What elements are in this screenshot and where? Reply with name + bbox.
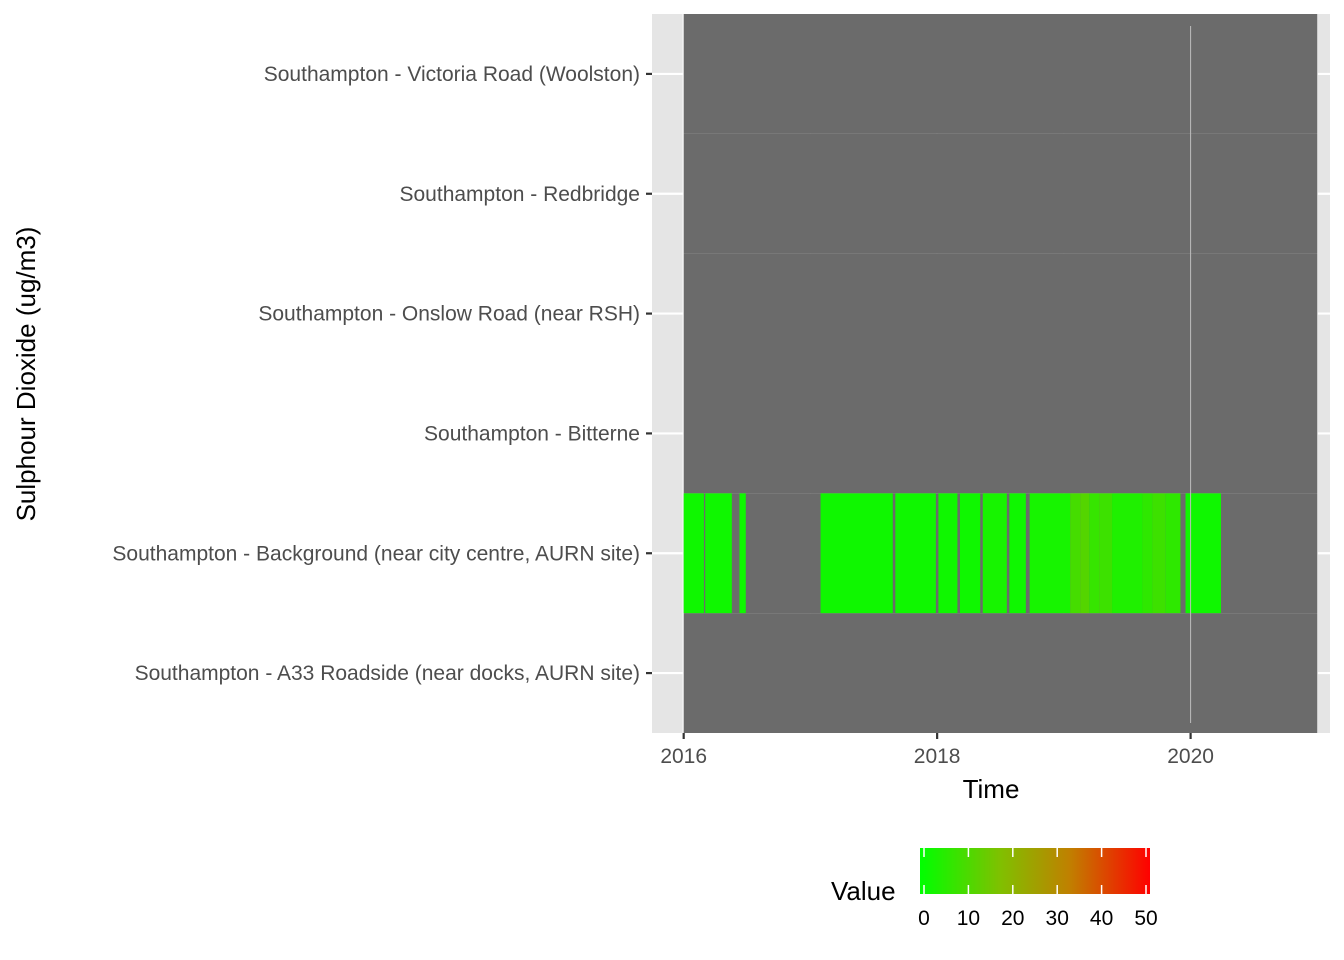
value-tile: [1165, 493, 1181, 614]
value-tile: [739, 493, 746, 614]
value-tile: [683, 493, 704, 614]
legend-tick-label: 20: [1001, 907, 1024, 930]
value-tile: [1112, 493, 1143, 614]
value-tile: [895, 493, 936, 614]
value-tile: [820, 493, 893, 614]
heatmap-tiles: [683, 14, 1318, 733]
y-tick-label: Southampton - A33 Roadside (near docks, …: [135, 662, 640, 685]
value-tile: [938, 493, 958, 614]
legend-tick-label: 40: [1090, 907, 1113, 930]
missing-tile: [683, 14, 1318, 134]
y-tick-label: Southampton - Bitterne: [424, 422, 640, 445]
value-tile: [705, 493, 732, 614]
value-tile: [1009, 493, 1026, 614]
legend-tick-label: 10: [957, 907, 980, 930]
legend-tick-label: 0: [918, 907, 930, 930]
x-tick-label: 2018: [914, 745, 961, 768]
y-tick-label: Southampton - Redbridge: [400, 183, 641, 206]
x-axis: 2016 2018 2020: [660, 733, 1214, 768]
value-tile: [1152, 493, 1166, 614]
missing-tile: [683, 253, 1318, 374]
legend-tick-label: 50: [1134, 907, 1157, 930]
value-tile: [1142, 493, 1153, 614]
y-axis: Southampton - A33 Roadside (near docks, …: [112, 63, 652, 685]
value-tile: [982, 493, 1007, 614]
x-axis-title: Time: [963, 774, 1020, 804]
x-tick-label: 2016: [660, 745, 707, 768]
legend-title: Value: [831, 876, 896, 906]
value-tile: [1089, 493, 1100, 614]
y-tick-label: Southampton - Background (near city cent…: [112, 542, 640, 565]
value-tile: [1070, 493, 1081, 614]
legend-tick-label: 30: [1046, 907, 1069, 930]
y-tick-label: Southampton - Onslow Road (near RSH): [258, 303, 640, 326]
value-tile: [959, 493, 981, 614]
missing-tile: [683, 613, 1318, 733]
value-tile: [1080, 493, 1090, 614]
y-tick-label: Southampton - Victoria Road (Woolston): [264, 63, 640, 86]
color-legend: Value 0 10 20 30 40 50: [831, 848, 1158, 930]
legend-colorbar: [920, 848, 1150, 894]
y-axis-title: Sulphour Dioxide (ug/m3): [11, 227, 41, 522]
missing-tile: [683, 373, 1318, 494]
missing-tile: [683, 133, 1318, 254]
x-tick-label: 2020: [1167, 745, 1214, 768]
value-tile: [1185, 493, 1222, 614]
legend-ticks: 0 10 20 30 40 50: [918, 848, 1158, 930]
value-tile: [1029, 493, 1071, 614]
value-tile: [1099, 493, 1113, 614]
